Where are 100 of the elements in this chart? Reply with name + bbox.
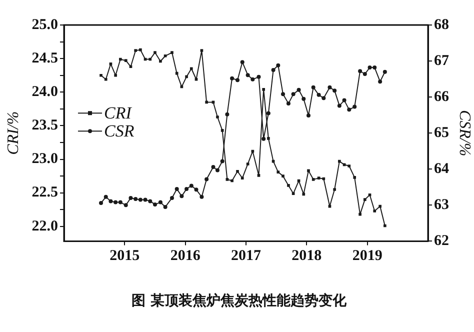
point	[271, 68, 276, 72]
y-tick-label: 24.0	[32, 84, 58, 100]
point	[332, 88, 337, 93]
point	[266, 111, 270, 116]
point	[358, 212, 362, 216]
point	[124, 59, 128, 62]
point	[211, 164, 216, 169]
point	[230, 76, 234, 80]
point	[190, 67, 193, 70]
point	[108, 199, 113, 204]
point	[170, 196, 174, 200]
point	[185, 75, 188, 78]
point	[352, 104, 357, 109]
point	[342, 163, 346, 166]
point	[114, 200, 118, 204]
legend-label: CSR	[104, 122, 135, 141]
point	[347, 108, 352, 112]
point	[262, 136, 266, 141]
point	[312, 178, 315, 181]
point	[378, 204, 382, 208]
point	[257, 174, 260, 177]
point	[292, 192, 295, 195]
point	[104, 78, 108, 81]
point	[215, 168, 220, 172]
point	[184, 186, 189, 191]
point	[384, 224, 386, 228]
point	[240, 176, 244, 180]
point	[372, 66, 377, 70]
point	[362, 72, 367, 76]
y2-tick-label: 66	[434, 88, 450, 105]
y-tick-label: 22.5	[32, 184, 58, 201]
point	[148, 199, 152, 204]
point	[246, 162, 250, 166]
point	[225, 112, 230, 116]
point	[291, 92, 296, 96]
point	[174, 186, 179, 191]
point	[302, 192, 306, 196]
y2-tick-label: 67	[434, 52, 450, 69]
point	[378, 80, 382, 84]
point	[129, 65, 132, 68]
point	[128, 196, 133, 200]
point	[358, 69, 362, 74]
point	[148, 58, 152, 61]
point	[158, 200, 162, 204]
point	[337, 104, 342, 108]
point	[286, 102, 290, 106]
x-tick-label: 2015	[110, 248, 140, 264]
point	[200, 194, 204, 199]
point	[328, 85, 332, 90]
point	[348, 164, 351, 168]
point	[124, 203, 128, 208]
point	[153, 202, 157, 206]
point	[109, 62, 112, 66]
point	[134, 197, 138, 202]
point	[307, 169, 310, 172]
y2-tick-label: 68	[434, 16, 449, 33]
point	[250, 77, 255, 82]
y2-tick-label: 62	[434, 233, 449, 250]
point	[368, 66, 372, 70]
point	[256, 74, 261, 79]
point	[306, 113, 310, 118]
y2-tick-label: 64	[434, 161, 450, 178]
point	[276, 63, 280, 68]
point	[104, 194, 108, 199]
point	[119, 58, 122, 61]
y2-axis-title: CSR/%	[456, 110, 474, 156]
y-tick-label: 23.0	[32, 151, 58, 168]
point	[382, 70, 387, 74]
x-tick-label: 2018	[292, 248, 322, 264]
point	[262, 88, 266, 91]
point	[322, 96, 326, 100]
point	[159, 60, 162, 63]
point	[194, 78, 198, 81]
point	[296, 88, 301, 92]
point	[281, 92, 286, 96]
point	[138, 198, 142, 202]
point	[246, 73, 250, 78]
point	[230, 179, 234, 182]
point	[368, 193, 372, 196]
y-tick-label: 25.0	[32, 16, 58, 33]
x-tick-label: 2017	[231, 248, 262, 264]
point	[240, 60, 244, 64]
point	[118, 200, 122, 204]
y-axis-title: CRI/%	[4, 111, 22, 155]
point	[163, 204, 168, 209]
point	[189, 184, 194, 188]
point	[338, 160, 341, 163]
point	[180, 194, 184, 198]
point	[316, 92, 321, 97]
point	[317, 176, 320, 180]
point	[99, 201, 104, 206]
point	[175, 72, 178, 75]
point	[226, 178, 229, 181]
point	[139, 48, 142, 52]
point	[311, 85, 316, 90]
point	[143, 198, 148, 202]
point	[204, 177, 209, 182]
text: 图 某顶装焦炉焦炭热性能趋势变化	[132, 292, 348, 310]
y-tick-label: 22.0	[32, 218, 58, 234]
y-tick-label: 23.5	[32, 118, 58, 134]
